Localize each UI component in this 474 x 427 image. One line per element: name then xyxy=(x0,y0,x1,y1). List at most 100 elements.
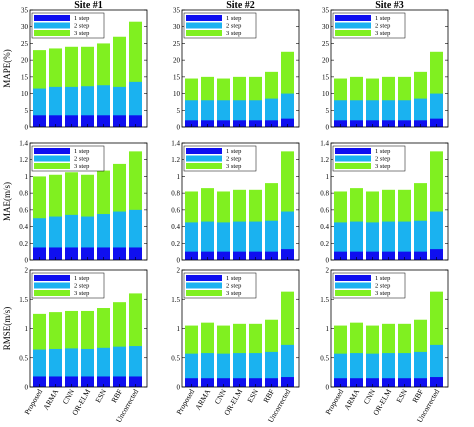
bar-2-step-uncorrected xyxy=(430,211,443,260)
y-tick-label: 35 xyxy=(322,7,330,15)
axes-frame xyxy=(330,9,449,128)
legend-swatch-1-step xyxy=(186,148,222,154)
bar-1-step-rbf xyxy=(113,247,126,260)
bar-1-step-cnn xyxy=(65,115,78,127)
x-tick-label-arma: ARMA xyxy=(193,387,212,411)
legend-swatch-3-step xyxy=(186,163,222,169)
y-tick-label: 0.8 xyxy=(171,190,180,198)
y-tick-label: 20 xyxy=(173,57,181,65)
bar-1-step-esn xyxy=(398,251,411,260)
legend-swatch-1-step xyxy=(335,148,371,154)
bar-2-step-uncorrected xyxy=(430,344,443,387)
x-tick-label-rbf: RBF xyxy=(410,388,425,405)
y-tick-label: 5 xyxy=(177,107,181,115)
legend-label-1-step: 1 step xyxy=(74,15,89,22)
x-tick-label-esn: ESN xyxy=(93,387,108,404)
bar-1-step-or-elm xyxy=(382,378,395,387)
bar-2-step-or-elm xyxy=(233,221,246,260)
legend-label-1-step: 1 step xyxy=(226,275,241,282)
bar-1-step-proposed xyxy=(185,378,198,387)
y-tick-label: 0.4 xyxy=(171,223,180,231)
bar-1-step-arma xyxy=(350,251,363,260)
y-tick-label: 0.6 xyxy=(171,206,180,214)
legend-swatch-3-step xyxy=(34,290,70,296)
bar-1-step-or-elm xyxy=(233,120,246,127)
bar-2-step-uncorrected xyxy=(281,93,294,127)
bar-1-step-esn xyxy=(249,120,262,127)
bar-1-step-cnn xyxy=(217,120,230,127)
bar-1-step-uncorrected xyxy=(430,118,443,127)
x-tick-label-proposed: Proposed xyxy=(174,387,196,416)
legend-label-3-step: 3 step xyxy=(74,290,89,297)
legend-label-2-step: 2 step xyxy=(74,283,89,290)
bar-1-step-or-elm xyxy=(382,120,395,127)
y-axis-label: MAE(m/s) xyxy=(2,182,12,221)
y-tick-label: 25 xyxy=(21,40,29,48)
x-tick-label-cnn: CNN xyxy=(61,387,77,406)
bar-1-step-proposed xyxy=(33,247,46,260)
y-tick-label: 2 xyxy=(177,267,181,275)
legend-swatch-2-step xyxy=(34,282,70,289)
bar-1-step-rbf xyxy=(113,115,126,127)
legend-label-1-step: 1 step xyxy=(226,148,241,155)
y-tick-label: 1.2 xyxy=(171,156,180,164)
legend-label-2-step: 2 step xyxy=(74,156,89,163)
y-tick-label: 2 xyxy=(25,267,29,275)
bar-1-step-or-elm xyxy=(233,378,246,387)
bar-1-step-uncorrected xyxy=(129,247,142,260)
y-tick-label: 0.5 xyxy=(19,354,28,362)
bar-1-step-cnn xyxy=(217,251,230,260)
bar-1-step-or-elm xyxy=(382,251,395,260)
y-tick-label: 1.5 xyxy=(171,296,180,304)
bar-2-step-proposed xyxy=(185,222,198,260)
y-tick-label: 30 xyxy=(322,23,330,31)
y-tick-label: 0.2 xyxy=(19,240,28,248)
legend-label-2-step: 2 step xyxy=(226,156,241,163)
y-tick-label: 0.4 xyxy=(320,223,329,231)
y-tick-label: 1.4 xyxy=(19,140,28,148)
bar-1-step-uncorrected xyxy=(281,377,294,387)
y-axis-label: RMSE(m/s) xyxy=(2,307,12,351)
y-tick-label: 1.2 xyxy=(19,156,28,164)
y-tick-label: 30 xyxy=(21,23,29,31)
legend-swatch-2-step xyxy=(335,22,371,29)
legend-swatch-2-step xyxy=(186,155,222,162)
legend-label-3-step: 3 step xyxy=(375,30,390,37)
y-tick-label: 0.5 xyxy=(320,354,329,362)
y-tick-label: 15 xyxy=(322,73,330,81)
bar-1-step-esn xyxy=(249,378,262,387)
legend-swatch-1-step xyxy=(34,275,70,281)
y-tick-label: 1.4 xyxy=(320,140,329,148)
y-tick-label: 0 xyxy=(177,124,181,132)
bar-1-step-or-elm xyxy=(233,251,246,260)
legend-swatch-3-step xyxy=(34,30,70,36)
bar-2-step-arma xyxy=(350,221,363,260)
bar-1-step-esn xyxy=(398,120,411,127)
bar-1-step-esn xyxy=(97,376,110,387)
bar-1-step-cnn xyxy=(217,378,230,387)
bar-1-step-uncorrected xyxy=(281,249,294,260)
bar-2-step-cnn xyxy=(217,222,230,260)
legend-swatch-3-step xyxy=(186,290,222,296)
y-tick-label: 1.4 xyxy=(171,140,180,148)
y-tick-label: 0.2 xyxy=(171,240,180,248)
y-tick-label: 0 xyxy=(177,257,181,265)
y-tick-label: 0.8 xyxy=(320,190,329,198)
y-tick-label: 30 xyxy=(173,23,181,31)
y-tick-label: 1.5 xyxy=(320,296,329,304)
axes-frame xyxy=(29,9,148,128)
legend-swatch-2-step xyxy=(34,22,70,29)
axes-frame xyxy=(181,142,300,261)
legend-label-3-step: 3 step xyxy=(74,30,89,37)
legend-label-2-step: 2 step xyxy=(375,283,390,290)
y-tick-label: 15 xyxy=(173,73,181,81)
y-tick-label: 0.2 xyxy=(320,240,329,248)
legend-swatch-3-step xyxy=(335,30,371,36)
